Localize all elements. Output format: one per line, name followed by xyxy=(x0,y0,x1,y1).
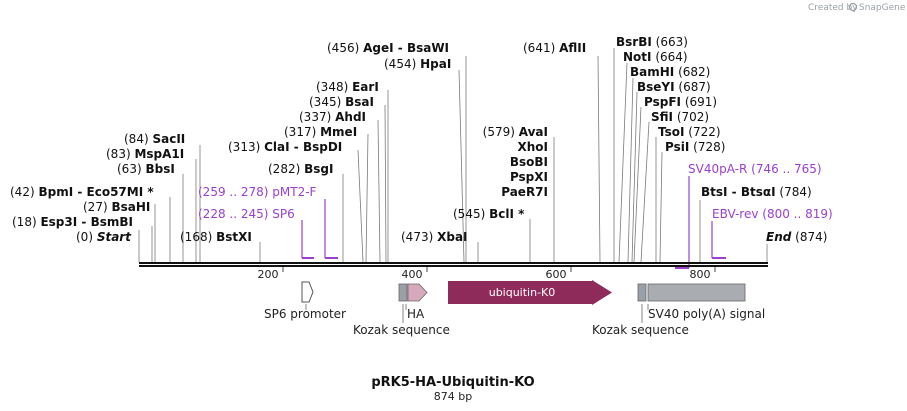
site-clai[interactable]: (313) ClaI - BspDI xyxy=(228,140,342,154)
feature-sp6-label: SP6 promoter xyxy=(264,307,346,321)
primer-pmt2f-label[interactable]: (259 .. 278) pMT2-F xyxy=(198,185,317,199)
site-ahdi[interactable]: (337) AhdI xyxy=(299,110,366,124)
site-btsi[interactable]: BtsI - BtsαI (784) xyxy=(701,185,812,199)
tick-800: 800 xyxy=(690,268,711,281)
site-bseyi[interactable]: BseYI (687) xyxy=(637,80,711,94)
feature-kozak-1-label: Kozak sequence xyxy=(353,323,450,337)
end-marker: End (874) xyxy=(766,230,827,244)
site-bstxi[interactable]: (168) BstXI xyxy=(180,230,252,244)
site-bsgi[interactable]: (282) BsgI xyxy=(268,162,333,176)
site-psii[interactable]: PsiI (728) xyxy=(665,140,725,154)
site-bpmi[interactable]: (42) BpmI - Eco57MI * xyxy=(10,185,154,199)
site-xbai[interactable]: (473) XbaI xyxy=(401,230,468,244)
feature-ubiquitin-k0-label: ubiquitin-K0 xyxy=(489,286,556,299)
site-bsobi[interactable]: BsoBI xyxy=(510,155,548,169)
feature-ha-label: HA xyxy=(407,307,425,321)
feature-sv40-polya[interactable] xyxy=(648,284,745,301)
site-bsahi[interactable]: (27) BsaHI xyxy=(83,200,150,214)
site-aflii[interactable]: (641) AflII xyxy=(523,41,586,55)
dna-strand-bottom xyxy=(139,265,768,267)
site-bbsi[interactable]: (63) BbsI xyxy=(117,162,175,176)
tick-400: 400 xyxy=(402,268,423,281)
tick-200: 200 xyxy=(258,268,279,281)
ruler-ticks xyxy=(283,267,715,272)
feature-kozak-2-label: Kozak sequence xyxy=(592,323,689,337)
site-sacii[interactable]: (84) SacII xyxy=(124,132,185,146)
site-mspa1i[interactable]: (83) MspA1I xyxy=(106,147,184,161)
site-tsoi[interactable]: TsoI (722) xyxy=(658,125,721,139)
site-eari[interactable]: (348) EarI xyxy=(316,80,379,94)
credit-brand: SnapGene xyxy=(859,3,906,13)
feature-kozak-2[interactable] xyxy=(638,284,646,301)
site-mmei[interactable]: (317) MmeI xyxy=(284,125,357,139)
plasmid-map: Created by SnapGene (18) Esp3I - B xyxy=(0,0,907,411)
site-paer7i[interactable]: PaeR7I xyxy=(501,185,548,199)
site-agei[interactable]: (456) AgeI - BsaWI xyxy=(327,41,449,55)
site-bcli[interactable]: (545) BclI * xyxy=(453,207,525,221)
feature-sp6-promoter[interactable] xyxy=(302,282,313,302)
plasmid-length: 874 bp xyxy=(434,390,472,403)
site-noti[interactable]: NotI (664) xyxy=(623,50,688,64)
dna-strand-top xyxy=(139,262,768,264)
start-marker: (0) Start xyxy=(76,230,132,244)
site-esp3i[interactable]: (18) Esp3I - BsmBI xyxy=(12,215,133,229)
plasmid-title: pRK5-HA-Ubiquitin-KO xyxy=(371,375,534,390)
site-sfii[interactable]: SfiI (702) xyxy=(651,110,709,124)
site-bamhi[interactable]: BamHI (682) xyxy=(630,65,710,79)
primer-sv40par-label[interactable]: SV40pA-R (746 .. 765) xyxy=(688,162,822,176)
feature-ha[interactable] xyxy=(408,284,427,301)
feature-sv40-label: SV40 poly(A) signal xyxy=(648,307,765,321)
site-bsai[interactable]: (345) BsaI xyxy=(309,95,374,109)
primer-sp6-label[interactable]: (228 .. 245) SP6 xyxy=(198,207,295,221)
site-pspxi[interactable]: PspXI xyxy=(510,170,548,184)
tick-600: 600 xyxy=(546,268,567,281)
primer-ebvrev-label[interactable]: EBV-rev (800 .. 819) xyxy=(712,207,833,221)
feature-kozak-1[interactable] xyxy=(399,284,407,301)
site-pspfi[interactable]: PspFI (691) xyxy=(644,95,717,109)
site-hpai[interactable]: (454) HpaI xyxy=(384,57,451,71)
site-bsrbi[interactable]: BsrBI (663) xyxy=(616,35,688,49)
site-avai[interactable]: (579) AvaI xyxy=(483,125,548,139)
site-xhoi[interactable]: XhoI xyxy=(517,140,548,154)
